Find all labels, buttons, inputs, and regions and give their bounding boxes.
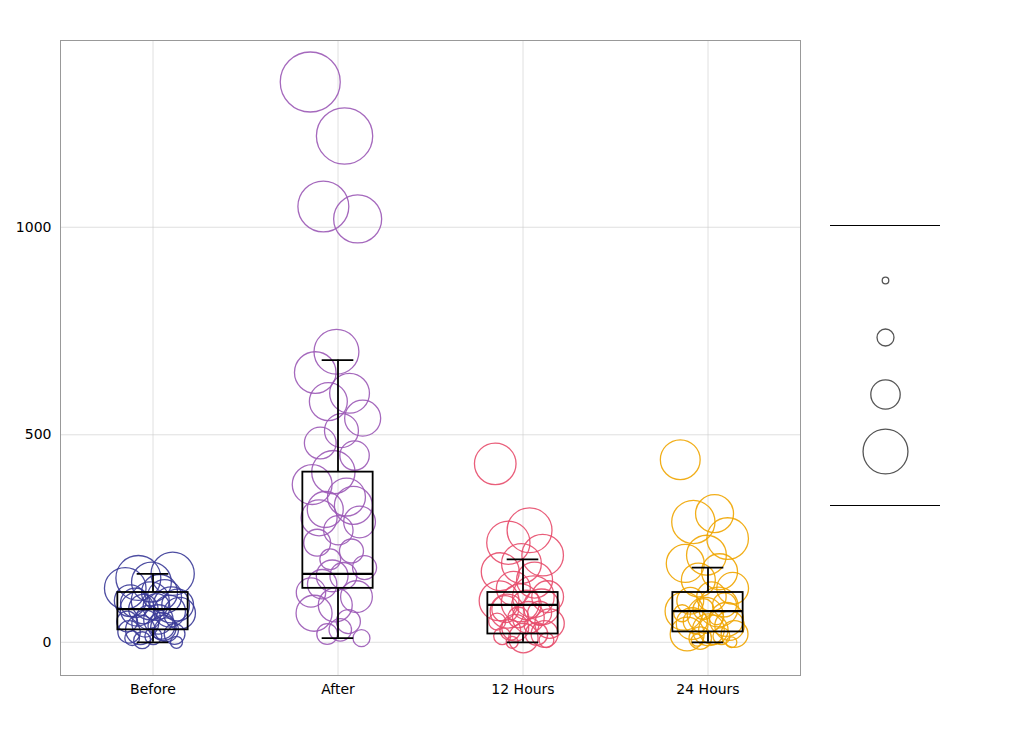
svg-text:After: After [321, 681, 355, 697]
svg-text:500: 500 [25, 426, 52, 442]
svg-text:Before: Before [130, 681, 176, 697]
svg-text:0: 0 [43, 633, 52, 649]
svg-text:24 Hours: 24 Hours [676, 681, 739, 697]
svg-text:1000: 1000 [16, 218, 52, 234]
svg-text:12 Hours: 12 Hours [491, 681, 554, 697]
